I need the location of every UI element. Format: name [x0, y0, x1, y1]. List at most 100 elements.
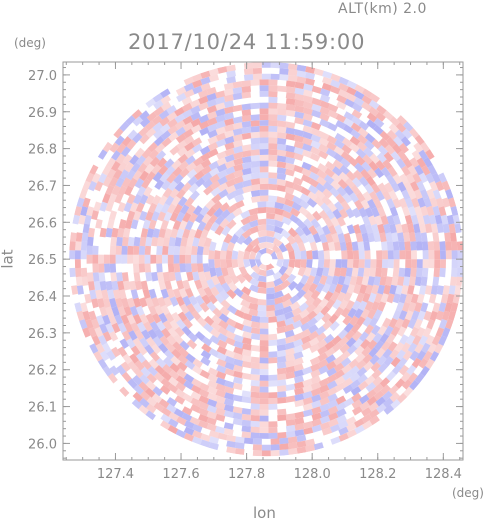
- radar-bin: [323, 333, 335, 344]
- radar-bin: [356, 366, 368, 377]
- radar-bin: [416, 293, 425, 304]
- radar-bin: [292, 195, 303, 205]
- radar-bin: [88, 180, 97, 192]
- radar-bin: [241, 222, 252, 232]
- radar-bin: [394, 129, 406, 140]
- radar-bin: [402, 350, 413, 361]
- radar-bin: [285, 424, 296, 432]
- radar-bin: [379, 377, 391, 388]
- radar-bin: [190, 124, 202, 134]
- radar-bin: [106, 168, 116, 180]
- radar-bin: [318, 378, 330, 388]
- radar-bin: [234, 309, 245, 319]
- radar-bin: [200, 229, 209, 240]
- radar-bin: [91, 335, 101, 346]
- radar-bin: [367, 198, 377, 210]
- radar-bin: [135, 305, 145, 316]
- radar-bin: [367, 168, 378, 179]
- radar-bin: [148, 305, 158, 316]
- radar-bin: [142, 219, 151, 230]
- radar-bin: [109, 210, 117, 221]
- radar-bin: [109, 263, 117, 273]
- radar-bin: [276, 344, 287, 352]
- radar-bin: [79, 319, 88, 330]
- radar-bin: [440, 293, 449, 304]
- radar-bin: [312, 250, 319, 260]
- radar-bin: [341, 250, 348, 260]
- radar-bin: [232, 104, 243, 112]
- radar-bin: [338, 82, 349, 92]
- radar-bin: [134, 360, 145, 371]
- radar-bin: [379, 276, 387, 286]
- radar-bin: [259, 328, 269, 335]
- y-tick-label: 26.8: [28, 143, 57, 158]
- radar-bin: [217, 339, 228, 349]
- radar-bin: [373, 232, 381, 243]
- radar-bin: [425, 358, 435, 370]
- radar-bin: [329, 187, 340, 198]
- radar-bin: [312, 210, 322, 221]
- radar-bin: [112, 289, 121, 300]
- radar-bin: [190, 384, 202, 394]
- radar-bin: [135, 202, 145, 213]
- radar-bin: [451, 241, 458, 251]
- radar-bin: [207, 142, 219, 151]
- radar-bin: [285, 103, 296, 111]
- radar-bin: [268, 178, 278, 185]
- radar-bin: [346, 422, 357, 432]
- radar-bin: [168, 236, 176, 247]
- radar-bin: [259, 404, 269, 410]
- radar-bin: [332, 299, 342, 310]
- radar-bin: [301, 174, 312, 184]
- radar-bin: [326, 367, 337, 377]
- radar-bin: [288, 280, 298, 291]
- radar-bin: [174, 395, 186, 405]
- radar-bin: [334, 132, 346, 143]
- radar-bin: [179, 204, 190, 215]
- radar-bin: [322, 76, 333, 85]
- radar-bin: [317, 345, 328, 356]
- radar-bin: [276, 149, 287, 157]
- radar-bin: [190, 403, 201, 413]
- radar-bin: [367, 232, 375, 243]
- radar-bin: [365, 332, 376, 343]
- radar-bin: [412, 172, 422, 184]
- radar-bin: [151, 297, 160, 308]
- radar-bin: [363, 241, 371, 251]
- radar-bin: [121, 254, 128, 264]
- radar-bin: [139, 110, 150, 121]
- radar-bin: [394, 341, 405, 353]
- radar-bin: [402, 301, 411, 313]
- radar-bin: [268, 91, 278, 98]
- radar-bin: [145, 313, 155, 324]
- radar-bin: [295, 281, 305, 292]
- radar-bin: [395, 122, 407, 133]
- radar-bin: [76, 197, 85, 208]
- radar-bin: [76, 310, 85, 321]
- radar-bin: [243, 74, 254, 81]
- radar-bin: [203, 237, 212, 248]
- radar-bin: [311, 109, 322, 119]
- radar-bin: [182, 228, 191, 239]
- radar-bin: [325, 347, 336, 358]
- radar-bin: [129, 202, 139, 213]
- radar-bin: [92, 245, 99, 255]
- radar-bin: [345, 300, 355, 311]
- radar-bin: [330, 180, 341, 191]
- radar-bin: [106, 350, 116, 361]
- radar-bin: [80, 250, 87, 260]
- radar-bin: [151, 271, 159, 282]
- radar-bin: [341, 364, 352, 375]
- radar-bin: [294, 387, 305, 396]
- radar-bin: [268, 108, 278, 115]
- radar-bin: [277, 397, 287, 404]
- radar-bin: [224, 160, 235, 169]
- radar-bin: [111, 160, 121, 172]
- radar-bin: [445, 319, 454, 330]
- radar-bin: [200, 350, 212, 360]
- radar-bin: [248, 213, 259, 222]
- radar-bin: [396, 115, 408, 126]
- radar-bin: [201, 171, 213, 182]
- radar-bin: [266, 224, 276, 232]
- radar-bin: [296, 70, 307, 78]
